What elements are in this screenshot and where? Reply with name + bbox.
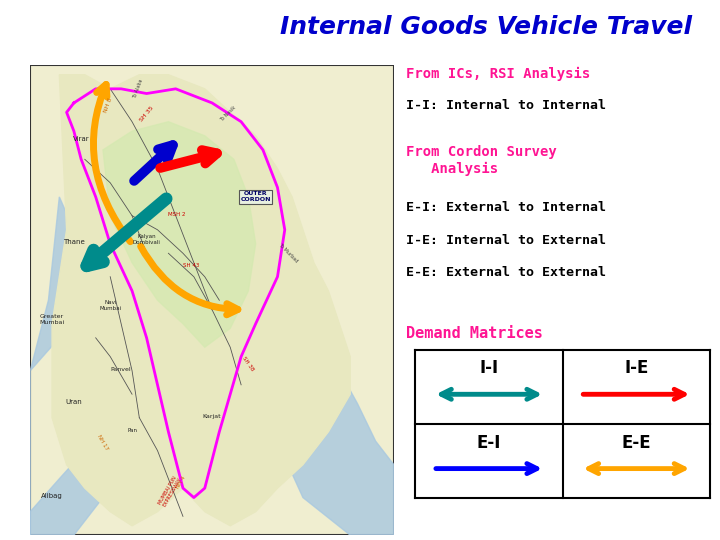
Polygon shape [103,122,256,347]
Text: E-I: External to Internal: E-I: External to Internal [406,201,606,214]
Text: Kalyan
Dombivali: Kalyan Dombivali [132,234,161,245]
Text: NH 4: NH 4 [176,475,186,489]
Text: MUMBAI PUN
EXPRESSWAY: MUMBAI PUN EXPRESSWAY [158,474,183,508]
Polygon shape [30,450,103,535]
Text: I-I: Internal to Internal: I-I: Internal to Internal [406,99,606,112]
Text: Demand Matrices: Demand Matrices [406,327,543,341]
Text: SH 43: SH 43 [183,264,199,268]
Polygon shape [52,75,350,526]
Text: I-E: I-E [624,359,649,377]
Text: Karjat: Karjat [203,414,221,418]
Text: NH 8: NH 8 [103,97,113,113]
Text: E-E: E-E [621,434,651,451]
Text: I-I: I-I [480,359,499,377]
Text: E-I: E-I [477,434,501,451]
Text: To Alaba: To Alaba [132,78,144,99]
Text: To Nasik: To Nasik [220,105,237,123]
Text: Panvel: Panvel [111,367,132,372]
Text: I-E: Internal to External: I-E: Internal to External [406,234,606,247]
Text: OUTER
CORDON: OUTER CORDON [240,192,271,202]
Text: E-E: External to External: E-E: External to External [406,266,606,279]
Polygon shape [230,276,394,535]
Text: From ICs, RSI Analysis: From ICs, RSI Analysis [406,66,590,80]
Text: Navi
Mumbai: Navi Mumbai [99,300,121,310]
Text: Uran: Uran [66,399,82,404]
Text: Virar: Virar [73,136,89,141]
Text: From Cordon Survey
   Analysis: From Cordon Survey Analysis [406,145,557,176]
Text: Internal Goods Vehicle Travel: Internal Goods Vehicle Travel [280,15,692,39]
Text: Thane: Thane [63,239,85,245]
Text: SH 38: SH 38 [241,355,255,372]
Text: Greater
Mumbai: Greater Mumbai [40,314,65,325]
Text: MSH 2: MSH 2 [168,212,186,217]
Text: NH 17: NH 17 [96,434,109,451]
Text: Alibag: Alibag [41,492,63,498]
Text: Pan: Pan [127,428,137,433]
Text: SH 35: SH 35 [140,105,155,123]
Text: To Murbad: To Murbad [277,242,299,264]
Polygon shape [30,197,110,535]
